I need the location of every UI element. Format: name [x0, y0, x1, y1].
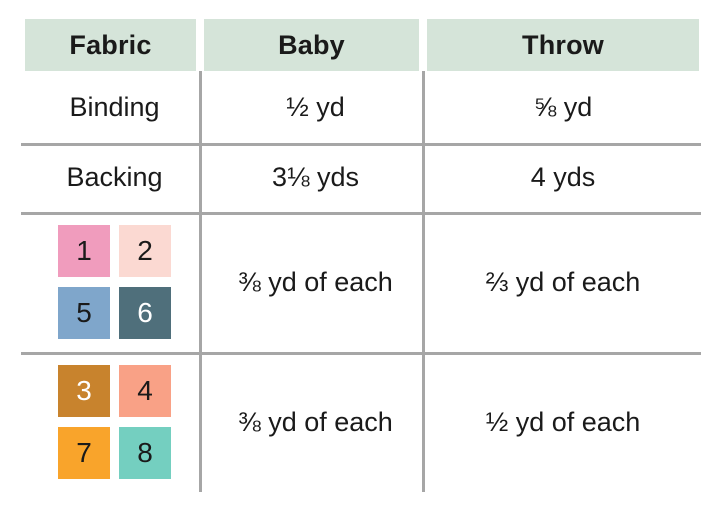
row-divider-binding-backing — [21, 143, 701, 146]
group1-baby-value: ⅜ yd of each — [238, 266, 393, 297]
fabric-swatch-3: 3 — [58, 365, 110, 417]
fabric-swatch-4: 4 — [119, 365, 171, 417]
group2-baby-value: ⅜ yd of each — [238, 406, 393, 437]
column-header-baby: Baby — [204, 19, 419, 71]
fabric-swatch-8: 8 — [119, 427, 171, 479]
backing-baby-value: 3⅛ yds — [271, 162, 360, 192]
backing-throw-value: 4 yds — [530, 162, 596, 192]
row-divider-backing-group1 — [21, 212, 701, 215]
column-divider-baby-throw — [422, 71, 425, 492]
fabric-requirements-table: Fabric Baby Throw Binding ½ yd ⅝ yd Back… — [21, 19, 701, 492]
fabric-swatch-1: 1 — [58, 225, 110, 277]
fabric-swatch-2: 2 — [119, 225, 171, 277]
fabric-swatch-group-1256: 1 2 5 6 — [25, 212, 204, 352]
row-divider-group1-group2 — [21, 352, 701, 355]
binding-baby-value: ½ yd — [286, 91, 345, 122]
column-divider-fabric-baby — [199, 71, 202, 492]
group2-throw-value: ½ yd of each — [485, 406, 641, 437]
table-header-row: Fabric Baby Throw — [25, 19, 699, 71]
table-row-backing: Backing 3⅛ yds 4 yds — [25, 143, 699, 212]
fabric-label-backing: Backing — [66, 162, 163, 192]
swatch-grid: 3 4 7 8 — [58, 365, 171, 479]
column-header-fabric: Fabric — [25, 19, 196, 71]
fabric-swatch-6: 6 — [119, 287, 171, 339]
group1-throw-value: ⅔ yd of each — [485, 266, 641, 297]
fabric-swatch-5: 5 — [58, 287, 110, 339]
table-row-fabric-group-1256: 1 2 5 6 ⅜ yd of each ⅔ yd of each — [25, 212, 699, 352]
fabric-label-binding: Binding — [69, 91, 160, 122]
swatch-grid: 1 2 5 6 — [58, 225, 171, 339]
binding-throw-value: ⅝ yd — [533, 91, 593, 122]
table-row-binding: Binding ½ yd ⅝ yd — [25, 71, 699, 143]
fabric-swatch-group-3478: 3 4 7 8 — [25, 352, 204, 492]
fabric-swatch-7: 7 — [58, 427, 110, 479]
table-row-fabric-group-3478: 3 4 7 8 ⅜ yd of each ½ yd of each — [25, 352, 699, 492]
column-header-throw: Throw — [427, 19, 699, 71]
